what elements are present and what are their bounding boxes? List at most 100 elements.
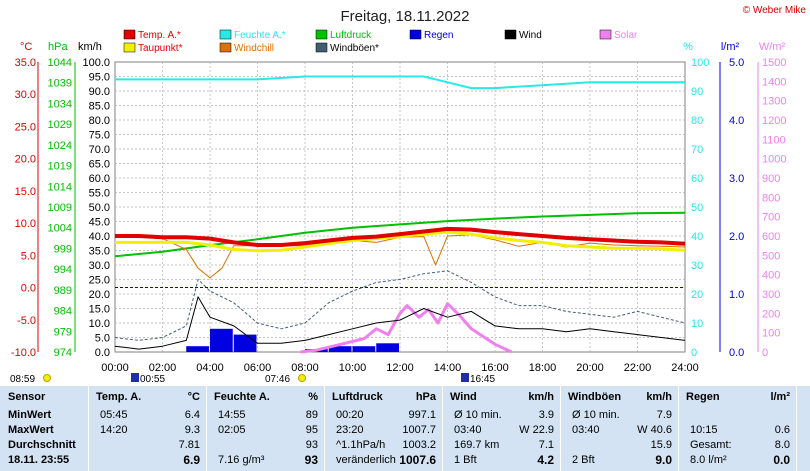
pressure-tick: 979	[54, 326, 72, 338]
temp-unit-label: °C	[20, 41, 32, 53]
wind-tick: 25.0	[89, 275, 110, 287]
stats-row: 18.11. 23:55 6.9 7.16 g/m³ 93 veränderlich 10…	[0, 453, 810, 468]
time-tick: 08:00	[291, 362, 319, 374]
stats-time: 8.0 l/m²	[690, 454, 727, 466]
stats-header-unit: l/m²	[770, 391, 790, 403]
stats-value: 95	[305, 424, 318, 436]
temp-tick: 15.0	[15, 186, 36, 198]
sun-icon	[43, 374, 51, 382]
series-tempa-line	[115, 226, 686, 247]
temp-tick: 25.0	[15, 121, 36, 133]
wind-tick: 35.0	[89, 246, 110, 258]
stats-value: 9.0	[655, 453, 672, 467]
stats-time: Gesamt:	[690, 439, 732, 451]
wind-tick: 45.0	[89, 217, 110, 229]
sun-bar-bg	[0, 374, 810, 386]
stats-value: 6.4	[184, 409, 200, 421]
stats-value: 0.0	[773, 453, 790, 467]
stats-time: Ø 10 min.	[454, 409, 502, 421]
rain-bar	[210, 328, 233, 352]
stats-header: Regen	[686, 391, 720, 403]
stats-header: Windböen	[568, 391, 622, 403]
series-solar-line	[300, 302, 513, 354]
wind-unit-label: km/h	[78, 41, 102, 53]
wind-tick: 55.0	[89, 188, 110, 200]
stats-header: Feuchte A.	[214, 391, 270, 403]
stats-time: 02:05	[218, 424, 246, 436]
solar-tick: 1400	[762, 76, 786, 88]
stats-time: 7.16 g/m³	[218, 454, 265, 466]
stats-time: 05:45	[100, 409, 128, 421]
sun-time-label: 07:46	[265, 374, 290, 385]
humidity-tick: 90	[691, 86, 703, 98]
time-tick: 04:00	[196, 362, 224, 374]
series-wind-line	[114, 296, 686, 350]
time-tick: 22:00	[624, 362, 652, 374]
legend-swatch	[123, 42, 136, 53]
pressure-tick: 1014	[48, 181, 72, 193]
stats-row-label: Durchschnitt	[8, 439, 76, 451]
stats-row: Durchschnitt 7.81 93 ^1.1hPa/h 1003.2 169.7 k…	[0, 438, 810, 453]
sun-time-label: 00:55	[140, 374, 165, 385]
pressure-tick: 994	[54, 264, 72, 276]
stats-header: Wind	[450, 391, 477, 403]
legend-label: Windböen*	[330, 43, 379, 54]
legend-swatch	[219, 29, 232, 40]
legend-label: Windchill	[234, 43, 274, 54]
temp-tick: -5.0	[17, 315, 36, 327]
legend-label: Taupunkt*	[138, 43, 183, 54]
rain-bar	[352, 346, 376, 352]
solar-tick: 400	[762, 270, 780, 282]
stats-value: 9.3	[184, 424, 200, 436]
humidity-tick: 10	[691, 318, 703, 330]
moon-icon	[131, 373, 139, 382]
wind-tick: 30.0	[89, 260, 110, 272]
stats-value: 1007.7	[402, 424, 436, 436]
wind-tick: 10.0	[89, 318, 110, 330]
time-tick: 16:00	[481, 362, 509, 374]
solar-tick: 0	[762, 347, 768, 359]
wind-tick: 90.0	[89, 86, 110, 98]
time-tick: 00:00	[101, 362, 129, 374]
pressure-tick: 1039	[48, 78, 72, 90]
stats-value: 93	[304, 453, 318, 467]
wind-tick: 85.0	[89, 101, 110, 113]
chart-title: Freitag, 18.11.2022	[341, 8, 470, 25]
sun-bar: 08:59 00:55 07:46 16:45	[0, 373, 810, 386]
stats-value: 7.1	[538, 439, 554, 451]
sun-icon	[298, 374, 306, 382]
temp-tick: 0.0	[21, 283, 36, 295]
legend-swatch	[409, 29, 422, 40]
rain-bar	[186, 346, 209, 352]
solar-tick: 100	[762, 328, 780, 340]
humidity-tick: 70	[691, 144, 703, 156]
series-taupunkt-line	[115, 230, 686, 253]
time-tick: 20:00	[576, 362, 604, 374]
stats-value: 7.9	[656, 409, 672, 421]
rain-unit-label: l/m²	[721, 41, 740, 53]
humidity-tick: 50	[691, 202, 703, 214]
temp-tick: 35.0	[15, 57, 36, 69]
time-tick: 18:00	[529, 362, 557, 374]
stats-time: 169.7 km	[454, 439, 500, 451]
wind-tick: 40.0	[89, 231, 110, 243]
solar-tick: 700	[762, 212, 780, 224]
solar-tick: 500	[762, 250, 780, 262]
legend-swatch	[315, 42, 328, 53]
stats-header: Luftdruck	[332, 391, 383, 403]
pressure-tick: 1024	[48, 140, 72, 152]
legend-swatch	[599, 29, 612, 40]
solar-tick: 200	[762, 308, 780, 320]
solar-tick: 1000	[762, 154, 786, 166]
stats-time: 2 Bft	[572, 454, 595, 466]
stats-value: 93	[305, 439, 318, 451]
stats-header-unit: °C	[187, 391, 200, 403]
time-tick: 12:00	[386, 362, 414, 374]
rain-tick: 4.0	[729, 115, 744, 127]
stats-time: Ø 10 min.	[572, 409, 620, 421]
rain-tick: 2.0	[729, 231, 744, 243]
temp-tick: 10.0	[15, 218, 36, 230]
time-tick: 06:00	[244, 362, 272, 374]
rain-bar	[376, 343, 399, 352]
time-tick: 24:00	[671, 362, 699, 374]
